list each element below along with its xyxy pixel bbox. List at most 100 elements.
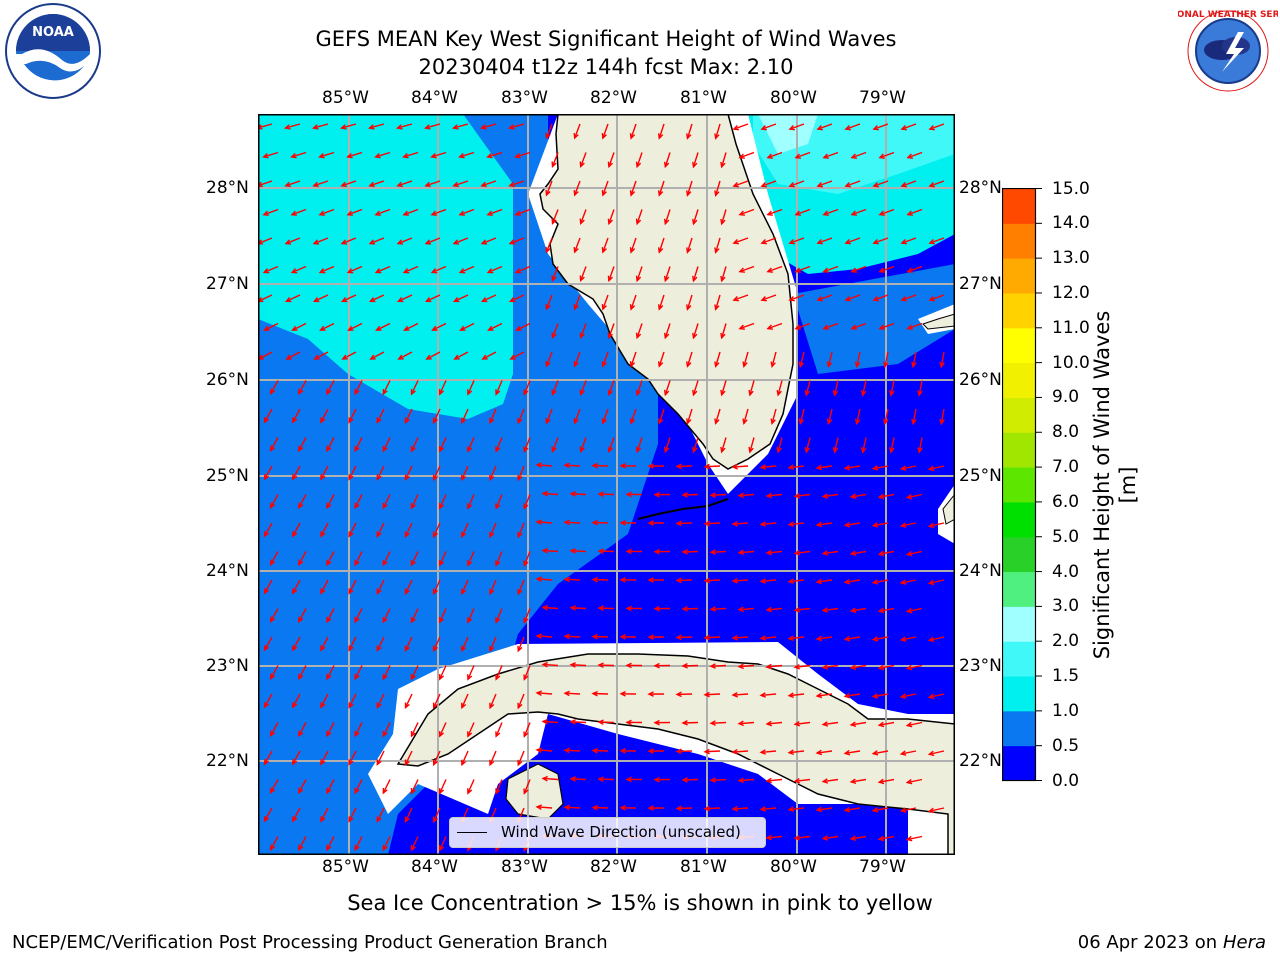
wind-arrow-head [939,361,945,369]
wind-arrow [342,294,357,302]
wind-arrow-head [563,576,570,583]
wind-arrow [733,237,749,244]
colorbar-tick-label: 1.0 [1052,700,1080,721]
wind-arrow-head [262,210,269,216]
wind-arrow-head [382,445,388,453]
lon-tick-label: 81°W [680,88,727,108]
wind-arrow-head [765,492,773,499]
wind-arrow-head [703,691,710,698]
wind-arrow [320,408,329,423]
wind-arrow-head [591,519,598,526]
wind-arrow-head [541,775,548,782]
wind-arrow [439,722,447,737]
wind-arrow [817,237,833,244]
wind-arrow [682,664,699,667]
wind-arrow [404,750,413,765]
wind-arrow-head [459,325,466,331]
wind-arrow [354,437,363,452]
wind-arrow [833,380,839,396]
wind-arrow [410,494,419,509]
wind-arrow-head [432,588,439,596]
wind-arrow-head [410,560,416,567]
wind-arrow-head [760,296,767,302]
wind-arrow [760,465,777,469]
wind-arrow-head [657,247,664,254]
wind-arrow [738,493,755,497]
wind-arrow-head [877,835,885,842]
wind-arrow [907,550,923,556]
wind-arrow [410,665,419,680]
colorbar-segment [1002,327,1036,364]
wind-arrow-head [765,834,773,841]
wind-arrow [433,465,441,480]
wind-arrow-head [703,748,710,755]
wind-arrow [376,465,385,480]
wind-arrow [789,180,805,187]
wind-arrow-head [551,218,557,225]
wind-arrow-head [709,549,716,555]
wind-arrow-head [849,721,857,727]
wind-arrow [439,380,447,395]
wind-arrow-head [766,324,773,330]
wind-arrow-head [382,787,388,795]
wind-arrow [509,123,525,129]
wind-arrow [884,408,889,424]
wind-arrow [862,380,867,396]
wind-arrow-head [927,693,935,700]
wind-arrow [467,551,475,566]
wind-arrow [433,693,441,708]
wind-arrow [845,465,861,470]
wind-arrow-head [591,576,598,583]
wind-arrow [845,180,861,187]
wind-arrow-head [849,493,857,499]
wind-arrow-head [396,239,404,245]
wind-arrow [907,322,923,330]
wind-arrow-head [319,325,326,331]
wind-arrow-head [354,730,360,738]
wind-arrow-head [263,645,270,652]
wind-arrow [767,607,783,611]
wind-arrow-head [900,239,907,245]
wind-arrow-head [432,417,439,425]
wind-arrow [263,208,279,216]
wind-arrow [320,522,329,537]
wind-arrow [686,294,693,310]
wind-arrow [270,836,279,850]
wind-arrow-head [348,417,354,424]
wind-arrow-head [508,296,516,303]
wind-arrow-head [563,519,570,526]
wind-arrow [376,579,385,594]
wind-arrow [795,721,811,725]
wind-arrow [320,636,329,651]
wind-arrow [292,807,301,822]
wind-arrow-head [657,304,664,311]
wind-arrow [509,180,525,187]
wind-arrow [789,807,805,811]
wind-arrow-head [438,674,445,681]
wind-arrow [743,408,749,424]
wind-arrow-head [692,161,698,169]
wind-arrow [817,807,833,811]
wind-arrow [467,437,475,452]
wind-arrow-head [591,462,598,469]
colorbar-tick-label: 12.0 [1052,282,1090,303]
wind-arrow [292,636,301,651]
wind-arrow [319,208,335,216]
wind-arrow-head [748,389,754,397]
wind-arrow [795,664,811,668]
wind-arrow [542,720,559,724]
wind-arrow-head [348,474,354,481]
wind-arrow [767,835,783,839]
wind-arrow [354,551,363,566]
wind-arrow-head [905,778,913,785]
wind-arrow [715,408,721,424]
wind-arrow [313,123,329,129]
wind-arrow [551,209,559,224]
wind-arrow [410,836,419,851]
wind-arrow [536,578,553,581]
wind-arrow [382,551,391,566]
wind-arrow [845,579,861,584]
wind-arrow-head [541,547,548,554]
wind-arrow [461,693,469,708]
wind-arrow [630,294,637,310]
